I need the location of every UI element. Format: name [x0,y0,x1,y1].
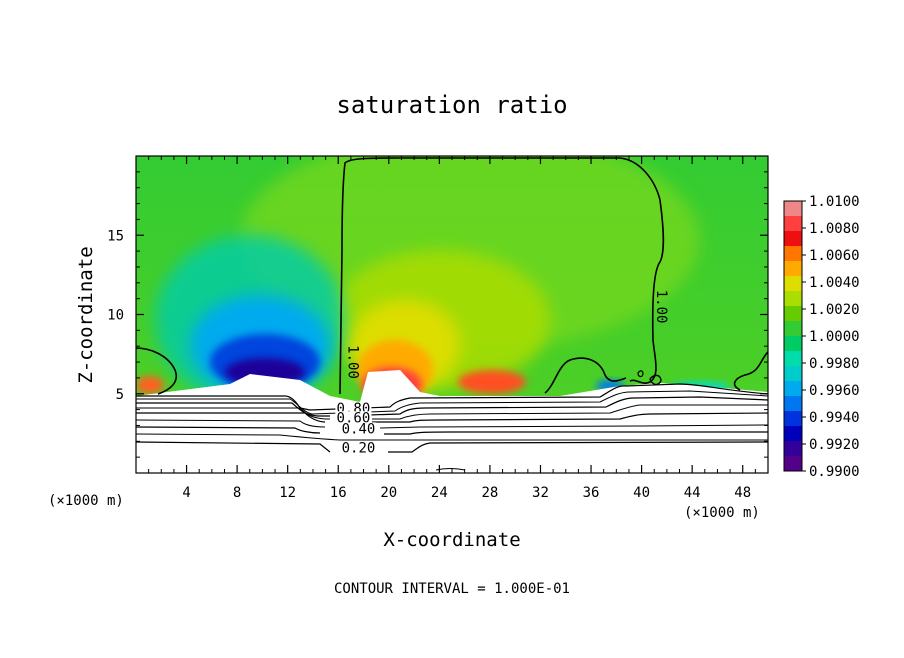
colorbar-label: 1.0020 [809,302,860,318]
y-tick-label: 5 [116,387,124,403]
colorbar-swatch [784,426,802,442]
x-tick-label: 20 [380,485,397,501]
x-tick-label: 12 [279,485,296,501]
contour-line-1-00-blob [649,374,662,386]
colorbar [783,200,803,472]
x-tick-label: 28 [481,485,498,501]
x-tick-label: 24 [431,485,448,501]
saturation-field [136,156,768,473]
colorbar-label: 1.0040 [809,275,860,291]
contour-line-0-10 [435,468,466,471]
contour-line-0-30 [136,433,768,441]
contour-line-1-00-blob-2 [637,370,644,378]
y-axis-title: Z-coordinate [75,246,97,383]
x-tick-label: 40 [633,485,650,501]
colorbar-label: 0.9960 [809,383,860,399]
x-tick-label: 44 [684,485,701,501]
colorbar-swatch [784,456,802,472]
contour-line-0-80 [136,396,768,417]
field-region-left-warm [136,376,164,394]
chart-title: saturation ratio [336,91,567,119]
colorbar-swatch [784,396,802,412]
contour-line-1-00-right [544,357,627,394]
colorbar-label: 1.0080 [809,221,860,237]
contour-interval-note: CONTOUR INTERVAL = 1.000E-01 [334,581,570,597]
colorbar-labels: 1.0100 1.0080 1.0060 1.0040 1.0020 1.0000 0.99… [802,194,860,480]
contour-labels: 1.001.000.800.600.400.20 [335,290,669,456]
y-tick-label: 15 [107,228,124,244]
x-tick-label: 4 [182,485,190,501]
contour-lines [136,157,768,471]
contour-line-0-70 [136,404,768,420]
contour-line-1-00-main [339,157,665,395]
contour-line-0-90 [136,383,768,411]
colorbar-label: 1.0000 [809,329,860,345]
contour-label: 0.60 [337,410,371,426]
contour-label: 1.00 [653,290,669,324]
colorbar-swatch [784,321,802,337]
contour-label-bg [340,422,377,437]
y-axis-ticks: 5 10 15 [107,171,768,458]
contour-line-0-85 [136,390,768,415]
colorbar-swatch [784,306,802,322]
colorbar-swatch [784,246,802,262]
colorbar-swatch [784,276,802,292]
contour-label: 0.40 [342,421,376,437]
field-lower-white [136,370,768,473]
colorbar-swatch [784,261,802,277]
contour-label: 1.00 [344,345,360,379]
x-tick-label: 16 [330,485,347,501]
x-axis-ticks: 4 8 12 16 20 24 28 32 36 40 44 48 [148,156,756,501]
x-tick-label: 32 [532,485,549,501]
colorbar-label: 0.9920 [809,437,860,453]
colorbar-label: 1.0060 [809,248,860,264]
colorbar-swatch [784,231,802,247]
colorbar-swatch [784,411,802,427]
colorbar-swatch [784,381,802,397]
contour-line-1-00-left [136,347,177,395]
colorbar-swatch [784,351,802,367]
field-region-red-2 [458,370,526,394]
contour-line-1-00-farright [733,351,768,391]
x-tick-label: 48 [734,485,751,501]
colorbar-swatch [784,441,802,457]
contour-line-0-60 [136,412,768,423]
x-axis-title: X-coordinate [383,529,520,551]
contour-line-0-20 [136,441,768,453]
colorbar-label: 0.9980 [809,356,860,372]
colorbar-label: 1.0100 [809,194,860,210]
x-unit-label: (×1000 m) [684,505,760,521]
colorbar-swatch [784,366,802,382]
y-tick-label: 10 [107,308,124,324]
colorbar-swatch [784,201,802,217]
contour-label: 0.20 [342,440,376,456]
x-tick-label: 36 [583,485,600,501]
colorbar-swatch [784,291,802,307]
contour-line-0-50 [136,419,768,429]
contour-line-0-40 [136,426,768,435]
colorbar-label: 0.9940 [809,410,860,426]
colorbar-swatch [784,336,802,352]
contour-label-bg [340,441,377,456]
colorbar-swatch [784,216,802,232]
z-unit-label: (×1000 m) [48,493,124,509]
colorbar-label: 0.9900 [809,464,860,480]
contour-label-bg [335,411,372,426]
x-tick-label: 8 [233,485,241,501]
